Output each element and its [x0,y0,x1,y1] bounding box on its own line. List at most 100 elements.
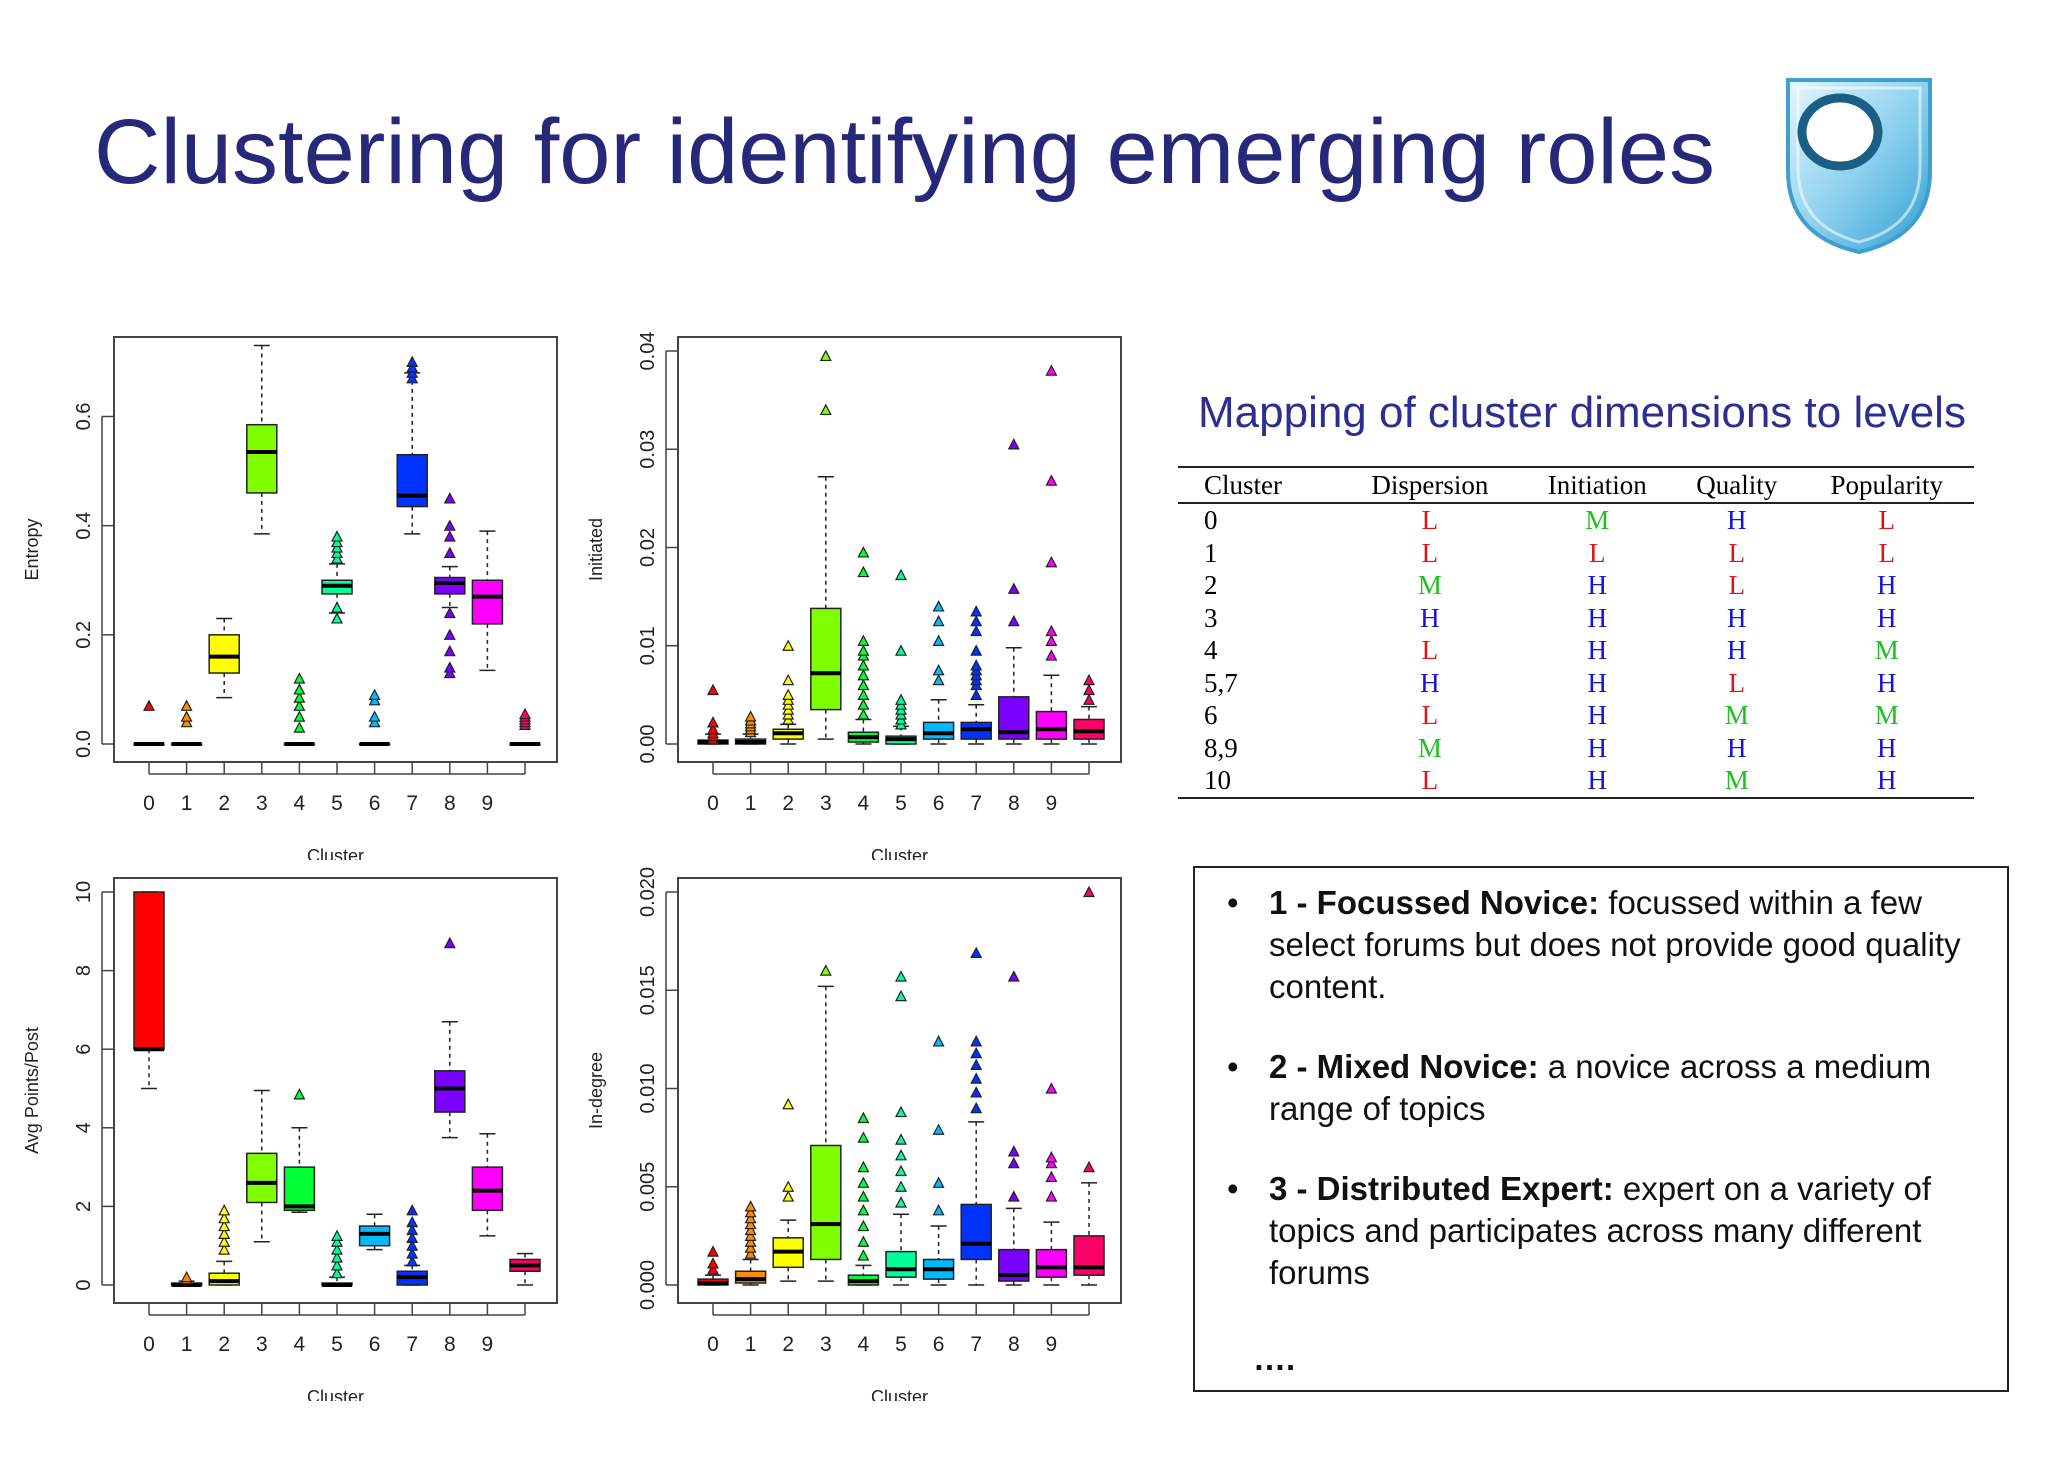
box [960,1203,992,1261]
box [1035,1248,1068,1278]
outlier-point [443,546,456,559]
outlier-point [744,1235,757,1247]
outlier-point [1045,1150,1058,1163]
mapping-level-cell: H [1420,602,1440,633]
outlier-point [970,614,983,627]
mapping-level-cell: M [1724,700,1749,730]
box-cluster-0 [697,1245,729,1286]
mapping-row: 8,9 M H H H [1178,732,1974,765]
outlier-point [744,1217,757,1230]
mapping-level-cell: L [1339,764,1521,799]
outlier-point [406,1247,419,1259]
x-tick-label: 1 [745,1333,757,1356]
outlier-point [857,565,870,578]
x-tick-label: 8 [1008,1333,1020,1356]
box-cluster-0 [697,683,729,745]
outlier-point [1045,634,1058,646]
x-axis-label: Cluster [871,846,928,860]
y-tick-label: 2 [73,1201,95,1212]
roles-ellipsis: …. [1253,1340,1296,1377]
mapping-level-cell: M [1674,764,1800,799]
y-tick-label: 0.01 [637,626,659,665]
mapping-level-cell: H [1727,635,1747,665]
mapping-level-cell: H [1877,570,1897,600]
box-cluster-1 [170,699,203,746]
initiated-boxplot: 0.00 0.01 0.02 0.03 0.04 0 1 2 3 4 5 6 7 8 9 Cluster Ini… [586,332,1122,860]
y-tick-label: 0.03 [637,430,659,469]
outlier-point [331,1243,343,1255]
y-tick-label: 6 [73,1044,95,1055]
box-cluster-1 [734,710,767,745]
box [1035,710,1068,740]
box-cluster-6 [922,600,955,745]
outlier-point [744,1229,757,1241]
mapping-row: 2 M H L H [1178,569,1974,602]
outlier-point [293,710,306,722]
outlier-point [932,1035,945,1047]
y-tick-label: 0.04 [637,332,659,371]
box [133,891,165,1050]
outlier-point [293,672,306,684]
outlier-point [932,600,945,612]
outlier-point [406,361,419,373]
outlier-point [895,1180,907,1192]
x-tick-label: 8 [444,792,456,815]
open-university-logo [1786,78,1932,255]
mapping-level-cell: L [1728,570,1746,600]
outlier-point [406,355,419,368]
mapping-level-cell: H [1587,570,1608,600]
header-initiation: Initiation [1520,466,1675,504]
box-cluster-6 [358,1213,391,1251]
mapping-level-cell: M [1585,505,1610,535]
mapping-level-cell: L [1421,537,1439,568]
mapping-table-body: 0 L M H L 1 L L L L 2 M H L H 3 H H H H 4 L H H M 5,7 H H L H 6 L H M M 8,9… [1178,503,1974,799]
x-tick-label: 0 [707,792,719,815]
x-tick-label: 5 [895,1333,907,1356]
x-tick-label: 4 [294,792,306,815]
outlier-point [782,1097,795,1110]
outlier-point [1083,693,1095,705]
mapping-level-cell: L [1421,505,1439,535]
outlier-point [293,721,306,733]
x-tick-label: 5 [895,792,907,815]
x-tick-label: 9 [1046,792,1058,815]
y-tick-label: 8 [73,965,95,976]
mapping-level-cell: H [1587,635,1608,665]
outlier-point [707,1262,719,1275]
box [434,576,466,595]
mapping-cluster-cell: 3 [1204,602,1218,633]
box-cluster-3 [810,349,842,740]
mapping-level-cell: H [1877,602,1897,633]
outlier-point [970,946,983,959]
outlier-point [857,1190,870,1202]
outlier-point [1007,1190,1020,1202]
outlier-point [857,688,870,700]
mapping-row: 3 H H H H [1178,602,1974,635]
mapping-row: 5,7 H H L H [1178,667,1974,700]
outlier-point [895,989,907,1002]
box-cluster-7 [396,1204,428,1286]
outlier-point [1007,1145,1020,1157]
outlier-point [707,1245,719,1257]
y-tick-label: 0.02 [637,528,659,567]
bullet: • [1227,884,1239,921]
box-cluster-7 [960,605,992,745]
mapping-level-cell: H [1587,667,1608,698]
mapping-row: 0 L M H L [1178,503,1974,537]
outlier-point [895,1149,907,1161]
x-tick-label: 9 [1046,1333,1058,1356]
box-cluster-10 [1073,885,1105,1286]
box-cluster-4 [847,1111,880,1286]
mapping-level-cell: H [1727,505,1747,535]
entropy-boxplot: 0.0 0.2 0.4 0.6 0 1 2 3 4 5 6 7 8 9 Cluster Entropy [22,336,558,860]
y-axis-label: In-degree [586,1052,606,1129]
x-tick-label: 4 [294,1333,306,1356]
outlier-point [932,634,945,646]
y-tick-label: 4 [73,1122,95,1133]
outlier-point [895,970,907,982]
mapping-cluster-cell: 5,7 [1204,667,1238,698]
box-cluster-4 [283,672,316,746]
outlier-point [819,349,832,362]
mapping-header-row: Cluster Dispersion Initiation Quality Po… [1178,466,1974,504]
outlier-point [218,1227,231,1240]
